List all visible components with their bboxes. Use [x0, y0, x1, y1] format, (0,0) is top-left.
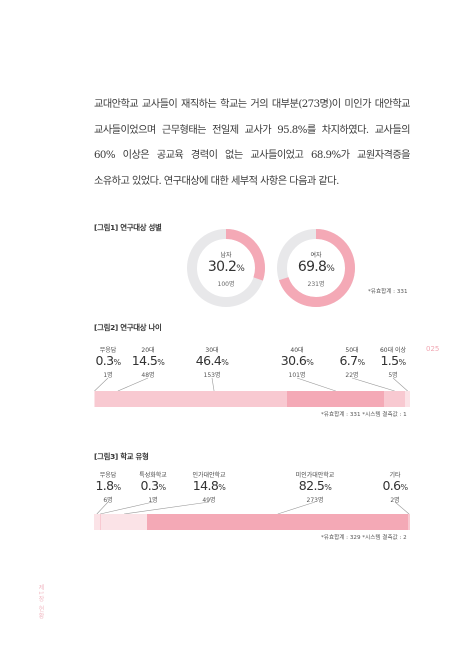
fig2-item-5: 60대 이상 1.5% 5명 [380, 345, 406, 379]
fig3-item-3: 미인가대안학교 82.5% 273명 [296, 470, 335, 504]
fig2-item-1: 20대 14.5% 48명 [131, 345, 165, 379]
fig3-leader-4 [394, 501, 410, 515]
fig3-bar-segment-3 [147, 514, 409, 530]
figure3-title: [그림3] 학교 유형 [94, 452, 149, 461]
fig3-leader-1 [100, 501, 154, 515]
fig3-count: 273명 [306, 497, 324, 504]
fig3-count: 1명 [148, 497, 158, 504]
fig3-label: 무응답 [99, 472, 117, 479]
fig2-item-4: 50대 6.7% 22명 [339, 345, 365, 379]
fig3-label: 특성화학교 [139, 472, 167, 479]
fig2-count: 101명 [288, 372, 306, 379]
fig2-label: 무응답 [99, 347, 117, 354]
fig3-percent: 82.5% [298, 478, 332, 493]
figure2-note: *유효합계 : 331 *시스템 결측값 : 1 [321, 412, 407, 418]
fig2-bar-segment-4 [384, 391, 406, 407]
male-count: 100명 [217, 281, 235, 288]
fig2-bar-segment-5 [405, 391, 410, 407]
fig3-label: 기타 [389, 472, 401, 479]
fig2-count: 22명 [345, 372, 359, 379]
fig2-percent: 30.6% [280, 353, 314, 368]
fig3-percent: 0.3% [140, 478, 166, 493]
fig2-percent: 1.5% [380, 353, 406, 368]
fig3-count: 49명 [202, 497, 216, 504]
fig3-item-0: 무응답 1.8% 6명 [95, 470, 121, 504]
fig3-percent: 1.8% [95, 478, 121, 493]
figure2-title: [그림2] 연구대상 나이 [94, 323, 162, 332]
fig2-percent: 0.3% [95, 353, 121, 368]
fig3-count: 2명 [390, 497, 400, 504]
female-label: 여자 [310, 252, 322, 259]
figure1-title: [그림1] 연구대상 성별 [94, 223, 162, 232]
fig3-bar-segment-1 [99, 514, 101, 530]
fig2-percent: 6.7% [339, 353, 365, 368]
figure2-bar [94, 391, 410, 407]
male-donut: 남자 30.2% 100명 [186, 228, 266, 308]
fig2-label: 40대 [290, 347, 304, 354]
female-donut: 여자 69.8% 231명 [276, 228, 356, 308]
fig2-count: 5명 [388, 372, 398, 379]
fig2-count: 1명 [103, 372, 113, 379]
fig2-item-2: 30대 46.4% 153명 [195, 345, 229, 379]
female-count: 231명 [307, 281, 325, 288]
fig3-label: 인가대안학교 [192, 472, 226, 479]
fig3-bar-segment-2 [100, 514, 148, 530]
fig3-count: 6명 [103, 497, 113, 504]
fig2-percent: 14.5% [131, 353, 165, 368]
female-percent: 69.8% [297, 259, 335, 275]
male-percent: 30.2% [207, 259, 245, 275]
fig3-leader-3 [277, 501, 316, 515]
fig3-leader-2 [123, 501, 210, 515]
fig2-leader-5 [392, 377, 408, 392]
fig2-bar-segment-0 [94, 391, 96, 407]
fig3-item-4: 기타 0.6% 2명 [382, 470, 408, 504]
fig2-bar-segment-1 [94, 391, 141, 407]
fig3-item-2: 인가대안학교 14.8% 49명 [192, 470, 225, 504]
fig2-label: 50대 [345, 347, 359, 354]
page-number: 025 [426, 345, 440, 353]
fig3-percent: 14.8% [192, 478, 226, 493]
fig2-leader-0 [94, 377, 109, 392]
fig2-count: 48명 [141, 372, 155, 379]
fig2-label: 20대 [141, 347, 155, 354]
fig2-bar-segment-2 [140, 391, 288, 407]
male-arc [187, 229, 265, 307]
figure3-note: *유효합계 : 329 *시스템 결측값 : 2 [321, 535, 407, 541]
chapter-side-tab: 제1장 현황 [37, 584, 44, 620]
fig3-percent: 0.6% [382, 478, 408, 493]
fig3-bar-segment-0 [94, 514, 100, 530]
fig2-leader-1 [117, 377, 149, 392]
male-label: 남자 [220, 252, 232, 259]
fig3-item-1: 특성화학교 0.3% 1명 [139, 470, 167, 504]
fig2-bar-segment-3 [287, 391, 385, 407]
fig2-percent: 46.4% [195, 353, 229, 368]
figure3-bar [94, 514, 410, 530]
fig2-leader-2 [211, 377, 215, 392]
fig3-label: 미인가대안학교 [295, 472, 335, 479]
fig3-leader-0 [96, 501, 109, 515]
fig2-leader-3 [296, 377, 336, 392]
figure1-note: *유효합계 : 331 [368, 289, 408, 295]
female-arc [277, 229, 355, 307]
fig2-item-0: 무응답 0.3% 1명 [95, 345, 121, 379]
fig3-bar-segment-4 [408, 514, 410, 530]
fig2-count: 153명 [203, 372, 221, 379]
fig2-label: 60대 이상 [379, 347, 407, 354]
fig2-item-3: 40대 30.6% 101명 [280, 345, 314, 379]
fig2-leader-4 [351, 377, 395, 392]
fig2-label: 30대 [205, 347, 219, 354]
body-paragraph: 교대안학교 교사들이 재직하는 학교는 거의 대부분(273명)이 미인가 대안… [94, 99, 411, 187]
